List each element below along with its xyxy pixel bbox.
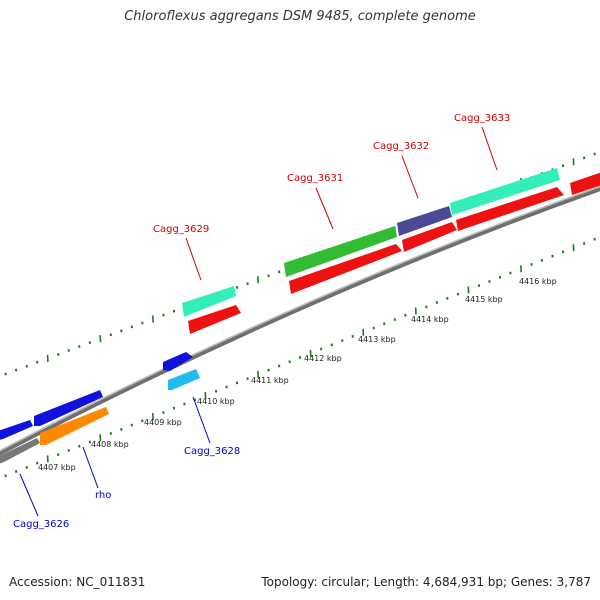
gene-cagg-3628-arrow[interactable]	[168, 369, 200, 390]
tick-rows	[4, 152, 596, 478]
leader-cagg-3633	[481, 126, 498, 171]
genome-summary: Topology: circular; Length: 4,684,931 bp…	[261, 575, 591, 589]
leader-cagg-3632	[401, 155, 419, 199]
ruler-label: 4410 kbp	[197, 397, 235, 406]
gene-label-cagg-3628[interactable]: Cagg_3628	[184, 446, 240, 457]
gene-label-cagg-3631[interactable]: Cagg_3631	[287, 173, 343, 184]
genome-backbone	[0, 185, 600, 456]
gene-cagg-3629-red-arrow[interactable]	[188, 305, 241, 334]
leader-cagg-3628	[192, 396, 211, 444]
leader-lines	[19, 126, 498, 517]
gene-labels: Cagg_3626 rho Cagg_3628 Cagg_3629 Cagg_3…	[13, 113, 510, 530]
leader-cagg-3626	[19, 473, 39, 517]
gene-cagg-3633-aqua-arrow[interactable]	[450, 168, 560, 215]
gene-label-rho[interactable]: rho	[95, 490, 111, 501]
gene-cagg-3626b-arrow[interactable]	[0, 438, 40, 465]
ruler-label: 4409 kbp	[144, 418, 182, 427]
gene-right-edge-red-arrow[interactable]	[570, 171, 600, 195]
gene-blue-upper-arrow[interactable]	[34, 390, 103, 426]
gene-cagg-3631-green-arrow[interactable]	[284, 226, 397, 277]
leader-cagg-3631	[315, 187, 334, 230]
gene-label-cagg-3633[interactable]: Cagg_3633	[454, 113, 510, 124]
ruler-label: 4415 kbp	[465, 295, 503, 304]
gene-layer[interactable]	[0, 168, 600, 465]
map-title: Chloroflexus aggregans DSM 9485, complet…	[124, 9, 476, 24]
ruler-label: 4414 kbp	[411, 315, 449, 324]
ruler-label: 4413 kbp	[358, 335, 396, 344]
ruler-label: 4407 kbp	[38, 463, 76, 472]
gene-cagg-3632-slate-arrow[interactable]	[397, 206, 452, 236]
gene-label-cagg-3632[interactable]: Cagg_3632	[373, 141, 429, 152]
gene-rho-arrow[interactable]	[40, 407, 109, 445]
gene-blue-small-arrow[interactable]	[163, 352, 193, 371]
gene-label-cagg-3626[interactable]: Cagg_3626	[13, 519, 69, 530]
gene-label-cagg-3629[interactable]: Cagg_3629	[153, 224, 209, 235]
ruler-label: 4411 kbp	[251, 376, 289, 385]
gene-cagg-3626-arrow[interactable]	[0, 420, 33, 441]
leader-rho	[82, 446, 99, 489]
ruler-label: 4408 kbp	[91, 440, 129, 449]
ruler-label: 4412 kbp	[304, 354, 342, 363]
gene-cagg-3632-red-arrow[interactable]	[402, 222, 457, 252]
leader-cagg-3629	[185, 237, 202, 281]
gene-cagg-3629-aqua-arrow[interactable]	[182, 286, 236, 317]
gene-cagg-3633-red-arrow[interactable]	[456, 187, 564, 231]
accession-label: Accession: NC_011831	[9, 575, 146, 589]
gene-cagg-3631-red-arrow[interactable]	[289, 244, 402, 294]
ruler-labels: 4407 kbp 4408 kbp 4409 kbp 4410 kbp 4411…	[38, 277, 557, 472]
genome-backbone-highlight	[0, 185, 600, 452]
ruler-label: 4416 kbp	[519, 277, 557, 286]
